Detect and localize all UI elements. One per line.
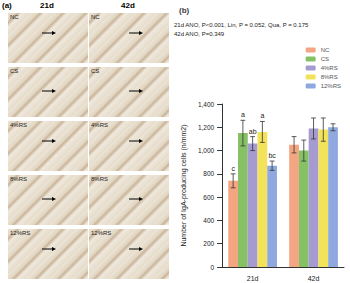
html-text:12%RS: 12%RS [91,230,112,236]
svg-text:c: c [231,165,235,172]
svg-text:8%RS: 8%RS [321,74,338,80]
svg-text:42d ANO, P=0.349: 42d ANO, P=0.349 [174,31,225,37]
svg-text:21d ANO, P<0.001, Lin, P = 0.0: 21d ANO, P<0.001, Lin, P = 0.052, Qua, P… [174,22,309,28]
svg-text:Number of IgA-producing cells: Number of IgA-producing cells (n/mm2) [180,124,188,246]
svg-text:1,400: 1,400 [198,101,215,108]
svg-text:1,000: 1,000 [198,147,215,154]
svg-text:200: 200 [203,240,214,247]
svg-text:CS: CS [321,56,329,62]
svg-text:ab: ab [249,128,257,135]
svg-text:0: 0 [211,264,215,271]
svg-text:21d: 21d [247,275,259,282]
svg-text:800: 800 [203,170,214,177]
html-text:8%RS: 8%RS [10,176,27,182]
svg-text:a: a [241,111,245,118]
svg-text:12%RS: 12%RS [321,83,341,89]
html-text:CS: CS [10,68,19,74]
html-text:4%RS: 4%RS [10,122,27,128]
html-text:21d: 21d [40,1,54,10]
html-text:4%RS: 4%RS [91,122,108,128]
html-text:NC: NC [91,14,100,20]
svg-text:(b): (b) [179,6,190,15]
html-text:42d: 42d [121,1,135,10]
svg-text:1,200: 1,200 [198,124,215,131]
html-text:NC: NC [10,14,19,20]
svg-text:600: 600 [203,194,214,201]
svg-text:400: 400 [203,217,214,224]
svg-text:42d: 42d [308,275,320,282]
svg-text:a: a [260,112,264,119]
svg-text:4%RS: 4%RS [321,65,338,71]
html-text:CS: CS [91,68,100,74]
html-text:8%RS: 8%RS [91,176,108,182]
svg-text:bc: bc [268,152,276,159]
html-text:(a): (a) [2,1,12,10]
svg-text:NC: NC [321,47,330,53]
html-text:12%RS: 12%RS [10,230,31,236]
